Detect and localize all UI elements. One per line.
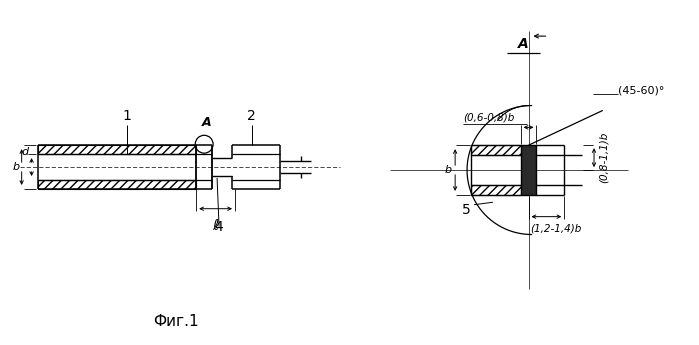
Bar <box>471 145 521 155</box>
Text: (0,8-1,1)b: (0,8-1,1)b <box>599 132 609 183</box>
Text: Фиг.1: Фиг.1 <box>154 314 199 329</box>
Text: A: A <box>518 37 529 51</box>
Bar <box>38 180 196 189</box>
Text: b: b <box>12 162 20 172</box>
Text: (0,6-0,8)b: (0,6-0,8)b <box>463 112 514 122</box>
Text: 1: 1 <box>122 109 131 124</box>
Text: 2: 2 <box>247 109 256 124</box>
Text: b: b <box>445 165 452 175</box>
Text: (1,2-1,4)b: (1,2-1,4)b <box>531 224 582 234</box>
Text: A: A <box>201 116 211 129</box>
Text: ℓ: ℓ <box>212 218 219 233</box>
Text: 5: 5 <box>461 203 470 217</box>
Bar <box>38 145 196 154</box>
Bar <box>521 145 536 195</box>
Text: (45-60)°: (45-60)° <box>618 86 664 96</box>
Text: 4: 4 <box>215 219 224 234</box>
Text: d: d <box>21 147 28 157</box>
Bar <box>471 185 521 195</box>
